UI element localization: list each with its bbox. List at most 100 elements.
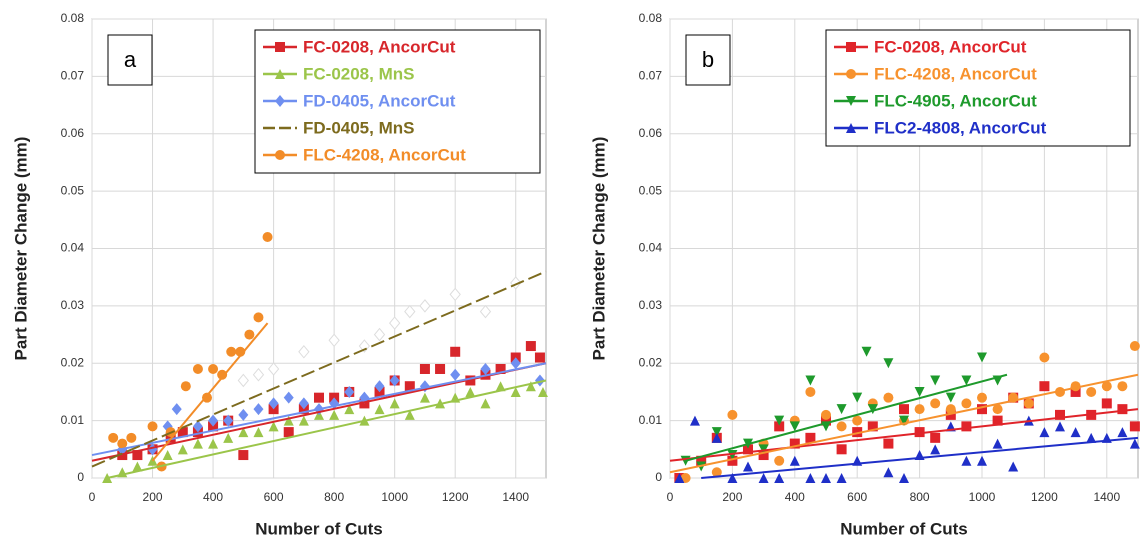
marker-circle — [852, 415, 863, 426]
marker-triangle — [1070, 427, 1081, 438]
marker-triangle — [711, 427, 722, 438]
x-tick-label: 800 — [324, 490, 344, 504]
y-tick-label: 0.03 — [61, 298, 85, 312]
marker-triangle — [836, 473, 847, 483]
marker-square — [867, 421, 878, 432]
trend-line — [685, 373, 1008, 462]
marker-circle — [208, 363, 219, 374]
marker-triangle — [1129, 438, 1140, 449]
marker-circle — [1086, 386, 1097, 397]
marker-square — [495, 363, 506, 374]
marker-square — [404, 381, 415, 392]
y-tick-label: 0.02 — [639, 355, 663, 369]
panel-label-box — [107, 34, 153, 86]
marker-triangle — [674, 473, 685, 483]
marker-triangle — [162, 450, 173, 461]
marker-triangle — [1117, 427, 1128, 438]
marker-triangle — [836, 404, 847, 415]
marker-circle — [846, 69, 856, 79]
marker-triangle — [537, 386, 548, 397]
marker-circle — [1101, 381, 1112, 392]
y-tick-label: 0.07 — [61, 69, 85, 83]
marker-triangle — [283, 415, 294, 426]
marker-square — [899, 404, 909, 415]
trend-line — [701, 436, 1139, 479]
marker-diamond — [404, 304, 416, 319]
y-tick-label: 0.05 — [639, 183, 663, 197]
marker-diamond — [389, 316, 401, 330]
marker-triangle — [495, 381, 506, 392]
marker-circle — [202, 392, 213, 403]
marker-triangle — [711, 432, 722, 443]
marker-diamond — [275, 95, 285, 107]
marker-triangle — [298, 415, 309, 426]
marker-square — [1101, 398, 1112, 409]
marker-triangle — [774, 473, 785, 483]
marker-triangle — [1055, 421, 1065, 432]
marker-square — [1055, 409, 1065, 420]
x-tick-label: 0 — [667, 490, 674, 504]
marker-triangle — [238, 427, 249, 438]
x-tick-label: 400 — [785, 490, 805, 504]
marker-circle — [108, 432, 119, 443]
marker-circle — [836, 421, 847, 432]
marker-square — [1129, 421, 1140, 432]
y-tick-label: 0.07 — [639, 69, 663, 83]
marker-square — [883, 438, 894, 449]
marker-triangle — [275, 69, 285, 79]
y-tick-label: 0.01 — [639, 413, 663, 427]
marker-square — [743, 444, 753, 455]
marker-diamond — [449, 287, 461, 302]
marker-diamond — [374, 380, 385, 393]
marker-triangle — [883, 467, 894, 478]
marker-triangle — [852, 392, 863, 403]
legend-label: FC-0208, AncorCut — [303, 37, 456, 56]
marker-triangle — [329, 409, 340, 420]
marker-triangle — [945, 392, 956, 403]
trend-line — [91, 270, 547, 468]
marker-diamond — [373, 327, 386, 342]
panel-label: b — [702, 47, 714, 72]
marker-square — [789, 438, 800, 449]
x-tick-label: 200 — [143, 490, 163, 504]
marker-circle — [1023, 398, 1034, 409]
marker-diamond — [238, 408, 249, 421]
marker-triangle — [743, 461, 753, 472]
marker-circle — [727, 409, 738, 420]
marker-circle — [180, 381, 191, 392]
marker-circle — [961, 398, 972, 409]
panel-label-box — [685, 34, 731, 86]
marker-diamond — [450, 368, 461, 381]
marker-circle — [774, 455, 785, 466]
marker-triangle — [846, 123, 856, 133]
marker-diamond — [298, 344, 310, 359]
marker-triangle — [914, 386, 925, 397]
marker-square — [435, 363, 446, 374]
panel-label: a — [124, 47, 137, 72]
marker-triangle — [465, 386, 476, 397]
marker-square — [534, 352, 545, 363]
marker-triangle — [374, 404, 385, 415]
marker-circle — [1129, 341, 1140, 352]
y-tick-label: 0.04 — [61, 241, 85, 255]
legend-label: FLC-4905, AncorCut — [874, 91, 1037, 110]
marker-circle — [805, 386, 816, 397]
marker-diamond — [389, 374, 400, 387]
marker-square — [805, 432, 816, 443]
marker-diamond — [480, 362, 491, 375]
marker-diamond — [208, 414, 219, 427]
trend-line — [151, 322, 269, 462]
y-axis-label: Part Diameter Change (mm) — [589, 137, 608, 361]
marker-circle — [226, 346, 237, 357]
marker-diamond — [344, 385, 355, 398]
marker-circle — [244, 329, 255, 340]
marker-triangle — [805, 375, 816, 386]
marker-triangle — [805, 473, 816, 483]
marker-triangle — [899, 473, 909, 483]
marker-diamond — [510, 357, 521, 370]
x-tick-label: 600 — [847, 490, 867, 504]
legend-label: FC-0208, MnS — [303, 64, 414, 83]
marker-circle — [126, 432, 137, 443]
y-tick-label: 0.01 — [61, 413, 85, 427]
